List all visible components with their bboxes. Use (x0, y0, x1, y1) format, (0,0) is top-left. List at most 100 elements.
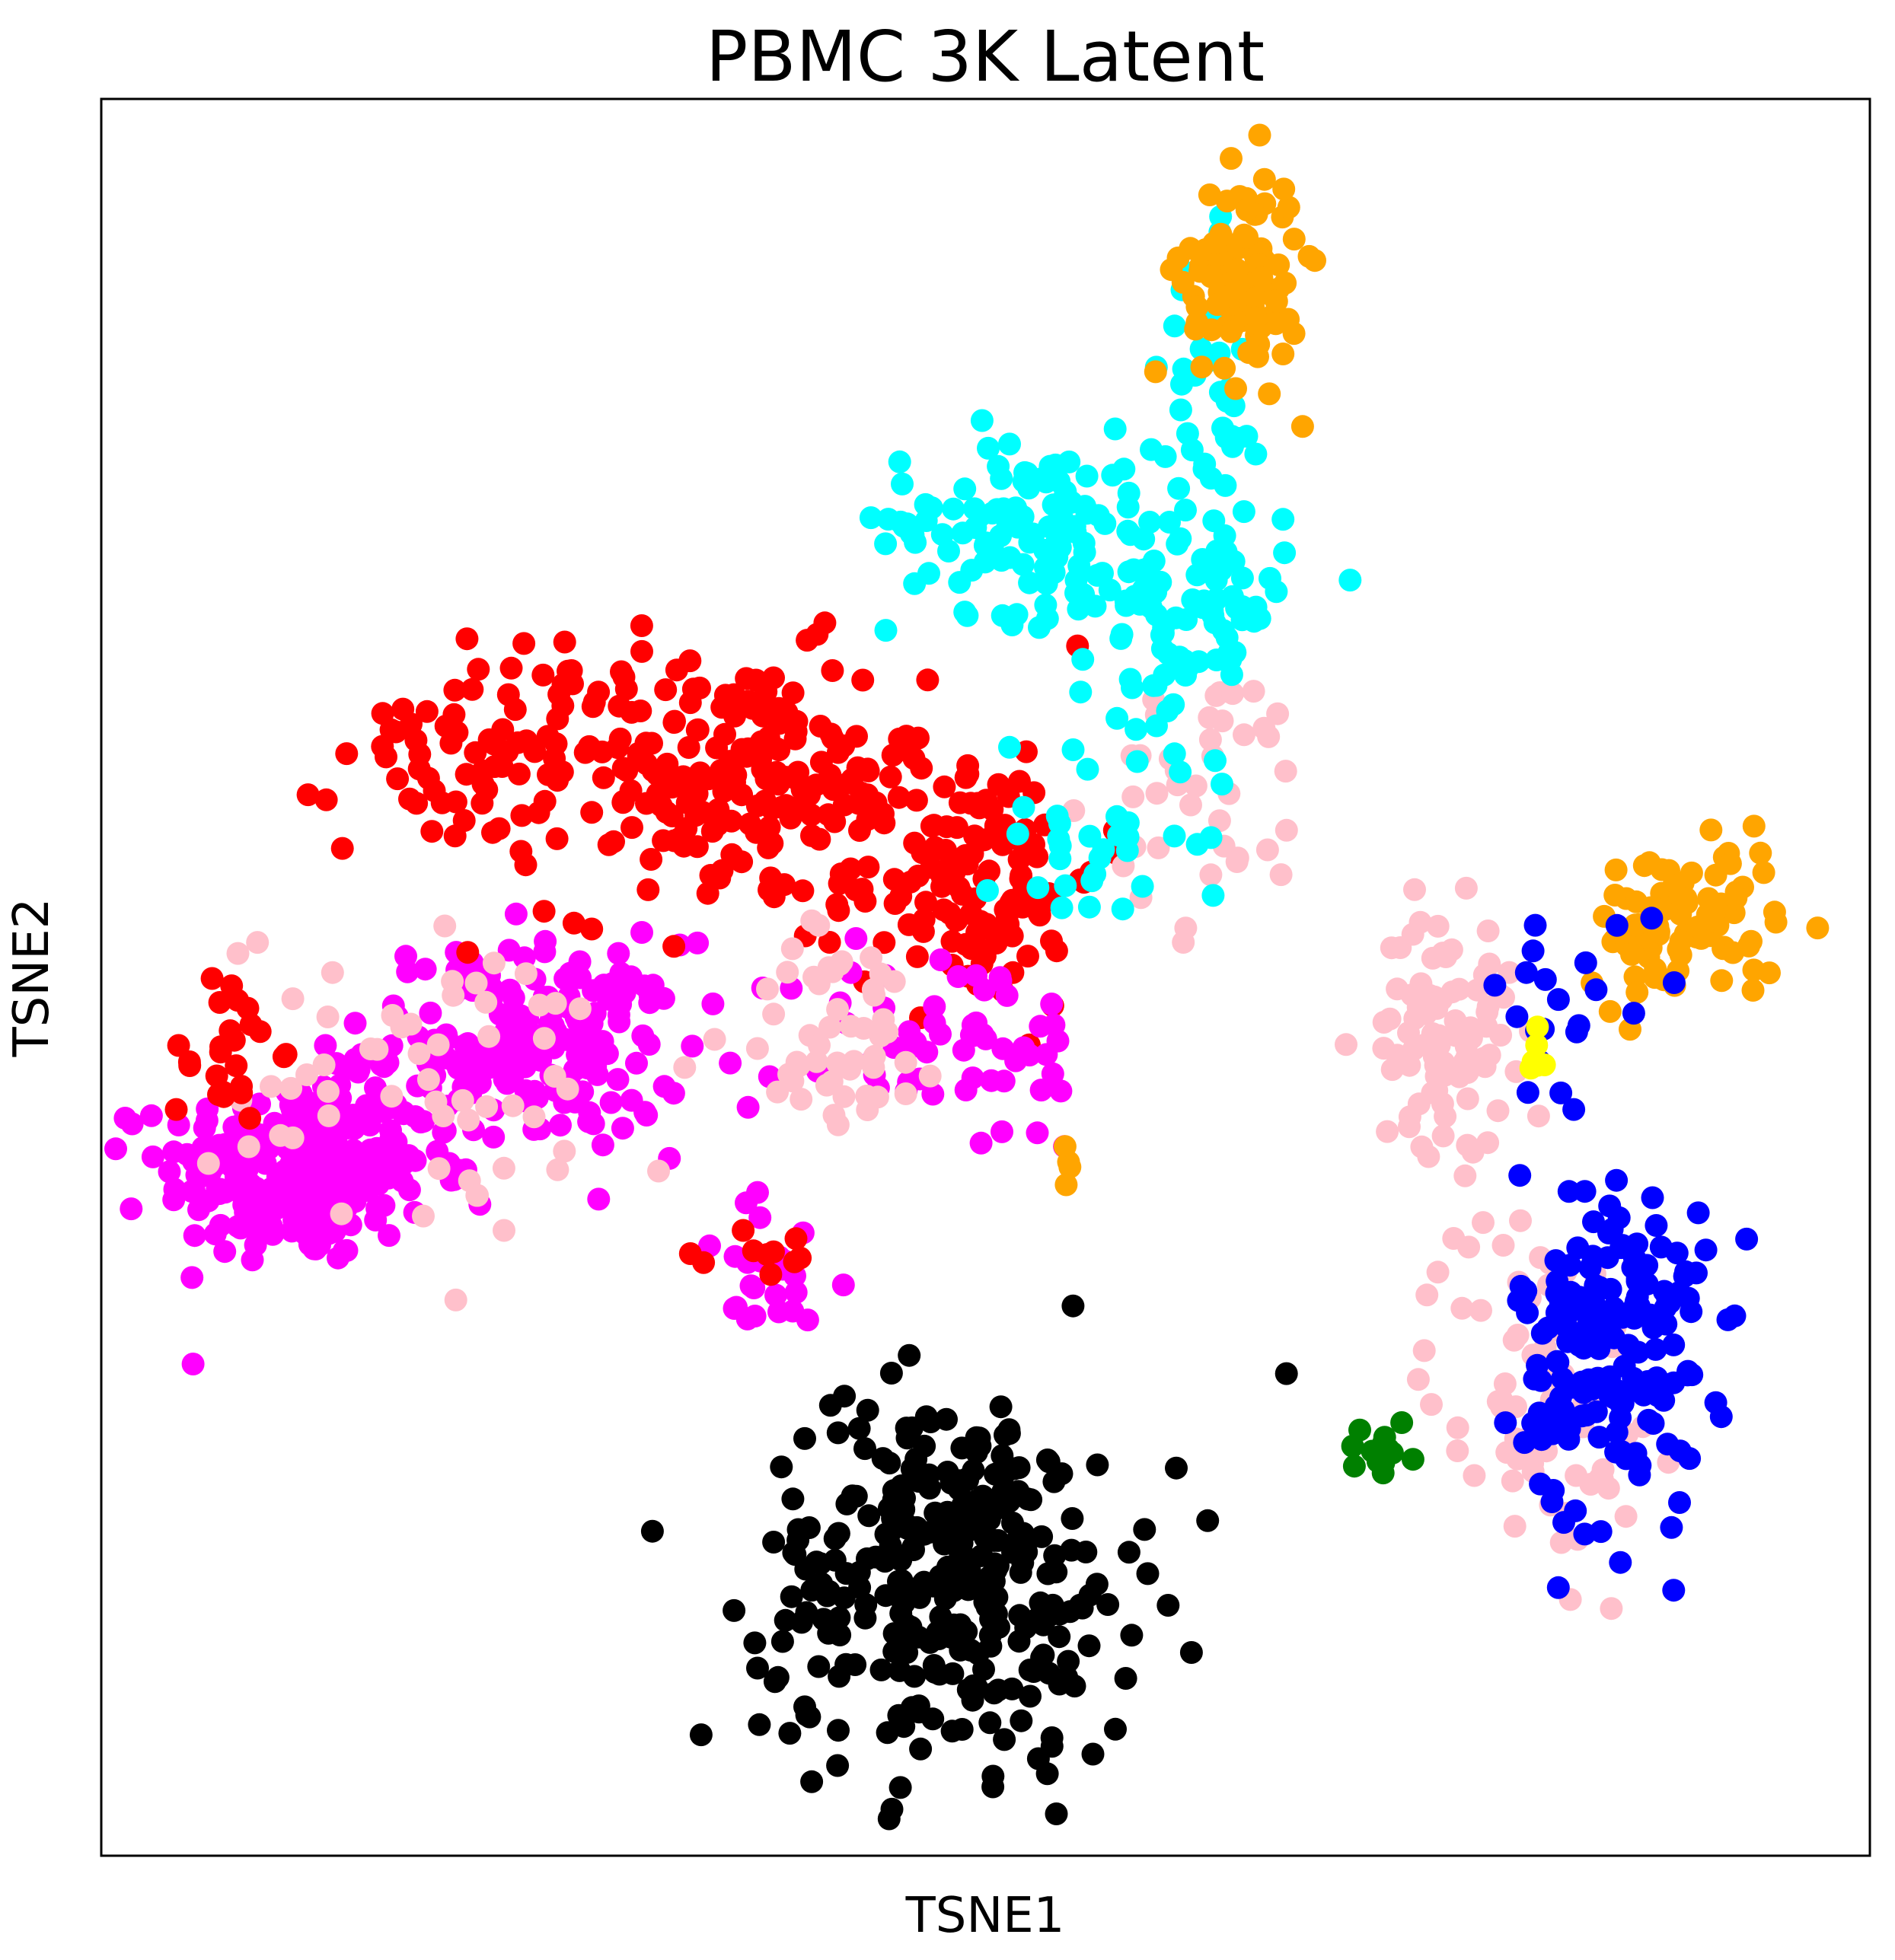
scatter-point-pink (647, 1159, 670, 1183)
scatter-point-cyan (1125, 750, 1149, 773)
scatter-point-black (834, 1562, 858, 1586)
scatter-point-orange (1243, 286, 1267, 310)
scatter-point-red (924, 836, 946, 859)
scatter-point-red (1040, 929, 1063, 953)
scatter-point-blue (1521, 939, 1545, 963)
scatter-point-pink (826, 1113, 850, 1136)
scatter-point-pink (359, 1037, 382, 1060)
scatter-point-orange (1058, 1155, 1082, 1179)
scatter-point-cyan (1235, 425, 1259, 448)
scatter-point-red (850, 781, 873, 805)
scatter-point-cyan (998, 735, 1021, 759)
scatter-point-pink (1380, 936, 1403, 960)
scatter-point-blue (1605, 1420, 1629, 1444)
scatter-point-black (876, 1721, 899, 1745)
scatter-point-cyan (1163, 314, 1186, 338)
scatter-point-blue (1680, 1363, 1704, 1387)
scatter-point-black (1061, 1294, 1085, 1318)
scatter-point-orange (1702, 910, 1726, 933)
scatter-point-black (1060, 1538, 1083, 1562)
scatter-point-pink (1440, 938, 1463, 961)
scatter-point-black (795, 1703, 818, 1727)
scatter-point-cyan (975, 531, 998, 555)
scatter-point-magenta (365, 1098, 388, 1122)
scatter-point-black (782, 1541, 806, 1564)
scatter-point-red (948, 791, 971, 814)
scatter-point-black (881, 1506, 904, 1530)
scatter-point-pink (673, 1056, 697, 1079)
scatter-point-orange (1710, 969, 1734, 993)
scatter-point-pink (815, 1073, 838, 1097)
scatter-point-red (754, 767, 778, 791)
scatter-point-cyan (1271, 508, 1295, 531)
scatter-point-blue (1505, 1005, 1529, 1028)
scatter-point-pink (1431, 1124, 1455, 1148)
scatter-point-pink (776, 961, 799, 984)
scatter-point-magenta (742, 1276, 766, 1299)
scatter-point-red (902, 747, 926, 770)
scatter-point-pink (532, 1027, 556, 1050)
scatter-point-green (1348, 1418, 1371, 1442)
scatter-point-red (732, 1219, 755, 1242)
scatter-point-pink (869, 962, 892, 986)
scatter-point-cyan (1131, 875, 1154, 898)
scatter-point-black (941, 1662, 965, 1685)
scatter-point-red (789, 1246, 812, 1270)
scatter-point-blue (1562, 1098, 1586, 1121)
scatter-point-cyan (1006, 822, 1029, 846)
scatter-point-black (1015, 1540, 1038, 1563)
scatter-point-orange (1053, 1135, 1077, 1158)
scatter-point-blue (1523, 913, 1547, 937)
scatter-point-magenta (923, 995, 946, 1018)
scatter-point-black (762, 1531, 786, 1554)
scatter-point-orange (1185, 295, 1209, 319)
scatter-point-orange (1220, 147, 1243, 171)
scatter-point-pink (1147, 836, 1170, 859)
scatter-point-red (665, 658, 688, 682)
scatter-point-black (847, 1417, 871, 1440)
scatter-point-red (883, 892, 907, 915)
scatter-point-red (371, 735, 394, 758)
scatter-point-pink (1408, 910, 1432, 934)
scatter-point-cyan (1168, 645, 1192, 669)
scatter-point-pink (1461, 1140, 1485, 1164)
scatter-point-black (1114, 1667, 1137, 1690)
scatter-point-pink (894, 1050, 917, 1074)
scatter-point-pink (466, 1184, 490, 1207)
scatter-point-pink (432, 1104, 455, 1127)
y-axis-label: TSNE2 (4, 898, 60, 1058)
scatter-point-pink (703, 1028, 726, 1051)
scatter-point-magenta (1046, 1029, 1070, 1053)
scatter-point-red (514, 853, 538, 877)
scatter-point-black (912, 1522, 936, 1546)
scatter-point-black (1007, 1630, 1031, 1653)
scatter-point-blue (1529, 1472, 1552, 1496)
scatter-point-cyan (1243, 610, 1265, 633)
scatter-point-red (615, 759, 639, 782)
scatter-point-blue (1557, 1180, 1581, 1203)
scatter-point-pink (1269, 863, 1293, 887)
scatter-point-blue (1678, 1447, 1702, 1471)
scatter-point-cyan (1163, 824, 1186, 848)
scatter-point-cyan (917, 562, 940, 585)
scatter-point-magenta (378, 1224, 400, 1248)
scatter-point-magenta (120, 1112, 144, 1136)
scatter-point-red (951, 882, 974, 906)
scatter-point-pink (1454, 1034, 1478, 1058)
scatter-point-blue (1533, 967, 1557, 991)
scatter-point-orange (1625, 890, 1648, 913)
scatter-point-black (746, 1656, 769, 1680)
scatter-point-blue (1735, 1227, 1759, 1251)
scatter-point-cyan (1018, 531, 1042, 554)
scatter-point-orange (1718, 852, 1742, 875)
scatter-point-magenta (181, 1353, 205, 1375)
scatter-point-yellow (1525, 1034, 1549, 1057)
scatter-point-magenta (611, 1117, 634, 1140)
scatter-point-magenta (606, 1068, 630, 1092)
scatter-point-black (1165, 1456, 1188, 1480)
scatter-point-magenta (767, 1300, 790, 1324)
scatter-point-pink (316, 1005, 340, 1028)
scatter-point-black (1001, 1511, 1024, 1535)
scatter-point-red (461, 677, 484, 701)
scatter-point-red (685, 719, 709, 742)
